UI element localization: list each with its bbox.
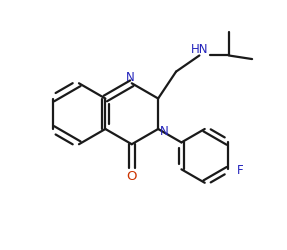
Text: N: N (126, 71, 134, 84)
Text: F: F (237, 163, 244, 176)
Text: HN: HN (191, 42, 208, 56)
Text: N: N (160, 125, 169, 138)
Text: O: O (127, 169, 137, 182)
